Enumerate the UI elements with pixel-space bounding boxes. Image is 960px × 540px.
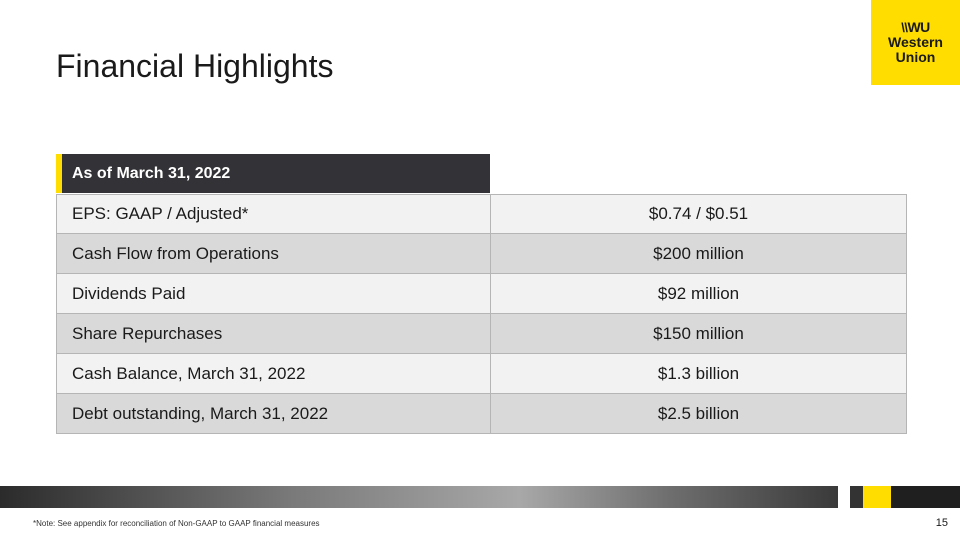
footer-accent-yellow bbox=[863, 486, 891, 508]
row-label: EPS: GAAP / Adjusted* bbox=[56, 194, 491, 234]
row-label: Cash Flow from Operations bbox=[56, 233, 491, 274]
logo-mark: \\WU bbox=[901, 19, 930, 36]
table-row: Cash Flow from Operations $200 million bbox=[56, 233, 908, 274]
footer-divider bbox=[838, 486, 850, 508]
row-value: $1.3 billion bbox=[490, 353, 907, 394]
financial-highlights-table: EPS: GAAP / Adjusted* $0.74 / $0.51 Cash… bbox=[56, 194, 908, 434]
footer-accent-dark bbox=[850, 486, 863, 508]
table-row: Debt outstanding, March 31, 2022 $2.5 bi… bbox=[56, 393, 908, 434]
table-row: EPS: GAAP / Adjusted* $0.74 / $0.51 bbox=[56, 194, 908, 234]
footer-gradient-bar bbox=[0, 486, 838, 508]
page-title: Financial Highlights bbox=[56, 48, 334, 84]
table-header: As of March 31, 2022 bbox=[56, 154, 490, 193]
row-label: Share Repurchases bbox=[56, 313, 491, 354]
page-number: 15 bbox=[935, 517, 948, 529]
row-label: Debt outstanding, March 31, 2022 bbox=[56, 393, 491, 434]
row-value: $200 million bbox=[490, 233, 907, 274]
row-value: $0.74 / $0.51 bbox=[490, 194, 907, 234]
table-row: Dividends Paid $92 million bbox=[56, 273, 908, 314]
table-row: Cash Balance, March 31, 2022 $1.3 billio… bbox=[56, 353, 908, 394]
footnote: *Note: See appendix for reconciliation o… bbox=[33, 519, 320, 528]
table-row: Share Repurchases $150 million bbox=[56, 313, 908, 354]
western-union-logo: \\WU Western Union bbox=[871, 0, 960, 85]
row-value: $2.5 billion bbox=[490, 393, 907, 434]
footer-accent-dark-end bbox=[891, 486, 960, 508]
row-label: Dividends Paid bbox=[56, 273, 491, 314]
row-value: $92 million bbox=[490, 273, 907, 314]
row-value: $150 million bbox=[490, 313, 907, 354]
logo-word-western: Western bbox=[888, 34, 943, 50]
logo-word-union: Union bbox=[895, 49, 936, 65]
row-label: Cash Balance, March 31, 2022 bbox=[56, 353, 491, 394]
